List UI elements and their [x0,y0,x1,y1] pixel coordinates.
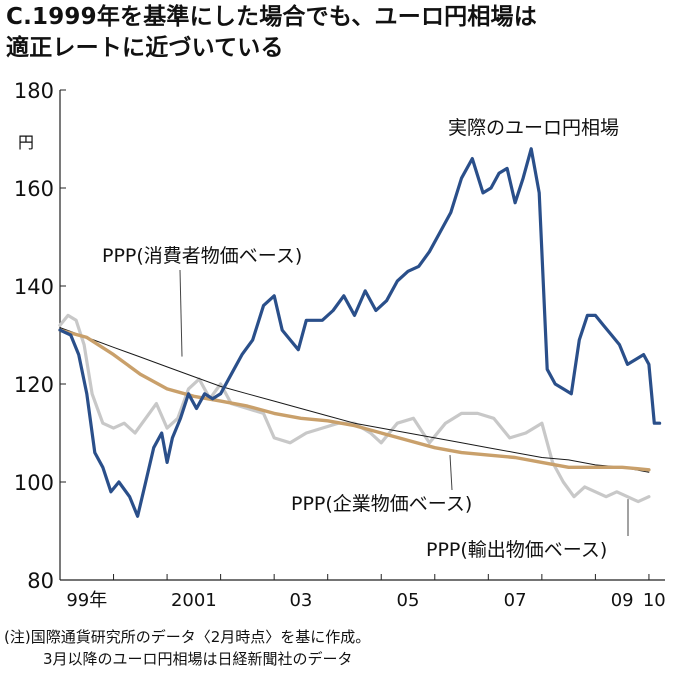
chart-note: (注)国際通貨研究所のデータ〈2月時点〉を基に作成。 3月以降のユーロ円相場は日… [4,626,370,670]
series-line-2 [59,327,650,473]
label-ppp-export: PPP(輸出物価ベース) [426,539,607,561]
chart-title: C.1999年を基準にした場合でも、ユーロ円相場は 適正レートに近づいている [6,2,674,64]
y-tick-label: 80 [27,569,54,593]
y-tick-label: 120 [14,373,54,397]
x-tick-label: 07 [504,590,527,611]
x-tick-label: 09 [611,590,634,611]
y-axis-unit-label: 円 [18,133,34,152]
x-tick-label: 10 [643,590,666,611]
y-tick-label: 100 [14,471,54,495]
series-line-4 [58,313,651,504]
series-line-3 [58,328,651,472]
leader-ppp-corporate [449,455,453,491]
note-line-2: 3月以降のユーロ円相場は日経新聞社のデータ [43,650,353,668]
series-line-1 [58,147,662,518]
chart-title-line-2: 適正レートに近づいている [6,35,284,61]
x-tick-label: 03 [289,590,312,611]
y-tick-label: 140 [14,275,54,299]
label-ppp-corporate: PPP(企業物価ベース) [291,493,472,515]
x-tick-label: 2001 [171,590,217,611]
label-ppp-consumer: PPP(消費者物価ベース) [102,245,302,267]
x-tick-label: 99年 [66,590,107,611]
leader-ppp-consumer [179,269,183,357]
y-tick-label: 160 [14,177,54,201]
label-actual-rate: 実際のユーロ円相場 [448,117,619,139]
chart-title-line-1: C.1999年を基準にした場合でも、ユーロ円相場は [6,4,537,30]
note-line-1: (注)国際通貨研究所のデータ〈2月時点〉を基に作成。 [4,628,371,646]
y-tick-label: 180 [14,79,54,103]
x-tick-label: 05 [397,590,420,611]
